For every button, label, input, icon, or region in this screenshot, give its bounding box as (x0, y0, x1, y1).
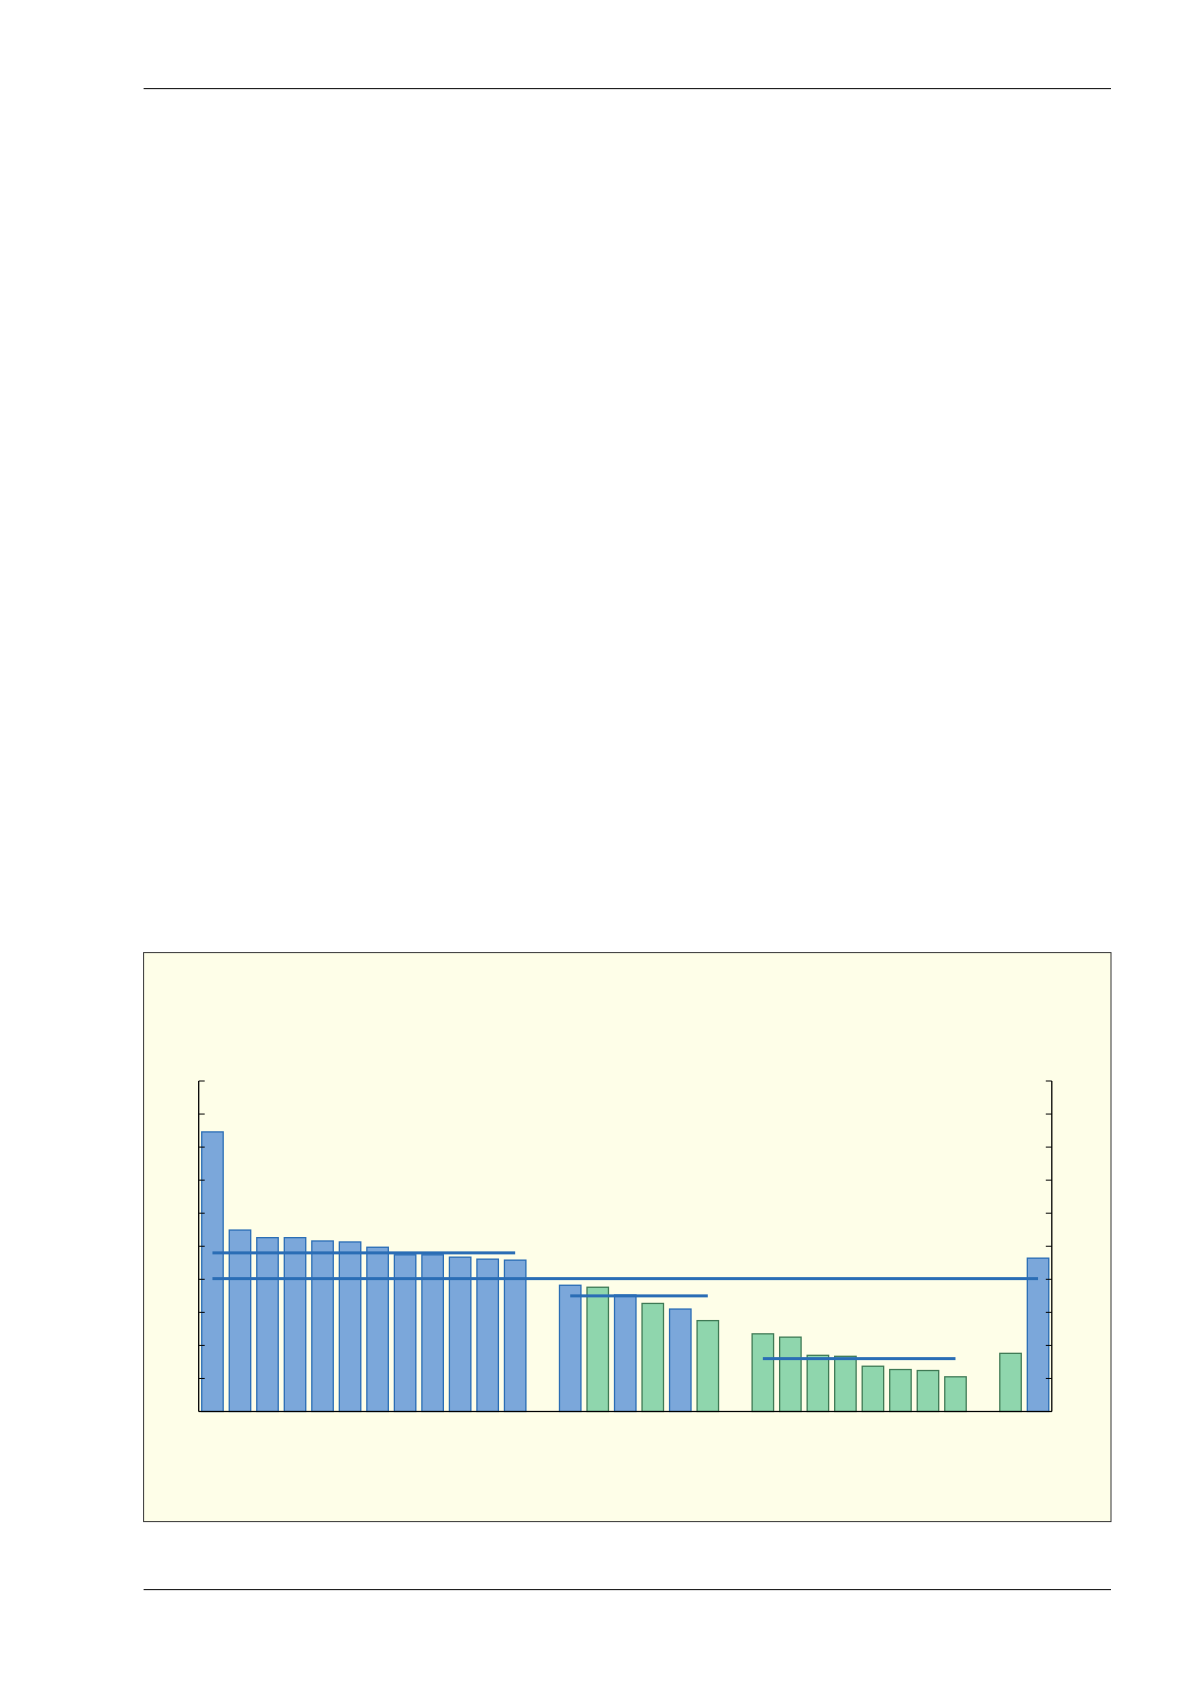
bar (256, 1237, 279, 1413)
bar (558, 1284, 582, 1413)
bar (1026, 1257, 1050, 1413)
bar (366, 1246, 389, 1413)
bar (283, 1237, 307, 1413)
bar (806, 1354, 830, 1413)
bar (641, 1302, 665, 1413)
bar (586, 1286, 610, 1413)
bar (999, 1352, 1022, 1413)
bar (916, 1369, 940, 1413)
bar (889, 1368, 912, 1413)
bar (476, 1258, 500, 1413)
bar (696, 1319, 720, 1413)
bar (503, 1259, 527, 1413)
bar (448, 1256, 472, 1413)
bar (834, 1355, 857, 1413)
bar (668, 1308, 692, 1413)
bar (861, 1365, 885, 1413)
bar (778, 1336, 802, 1413)
bar (201, 1131, 224, 1413)
bar (338, 1241, 362, 1413)
bar (228, 1229, 252, 1413)
bar (751, 1333, 775, 1413)
bar (613, 1294, 637, 1413)
chart (198, 1080, 1053, 1413)
bar (944, 1376, 967, 1413)
bar (311, 1240, 334, 1413)
